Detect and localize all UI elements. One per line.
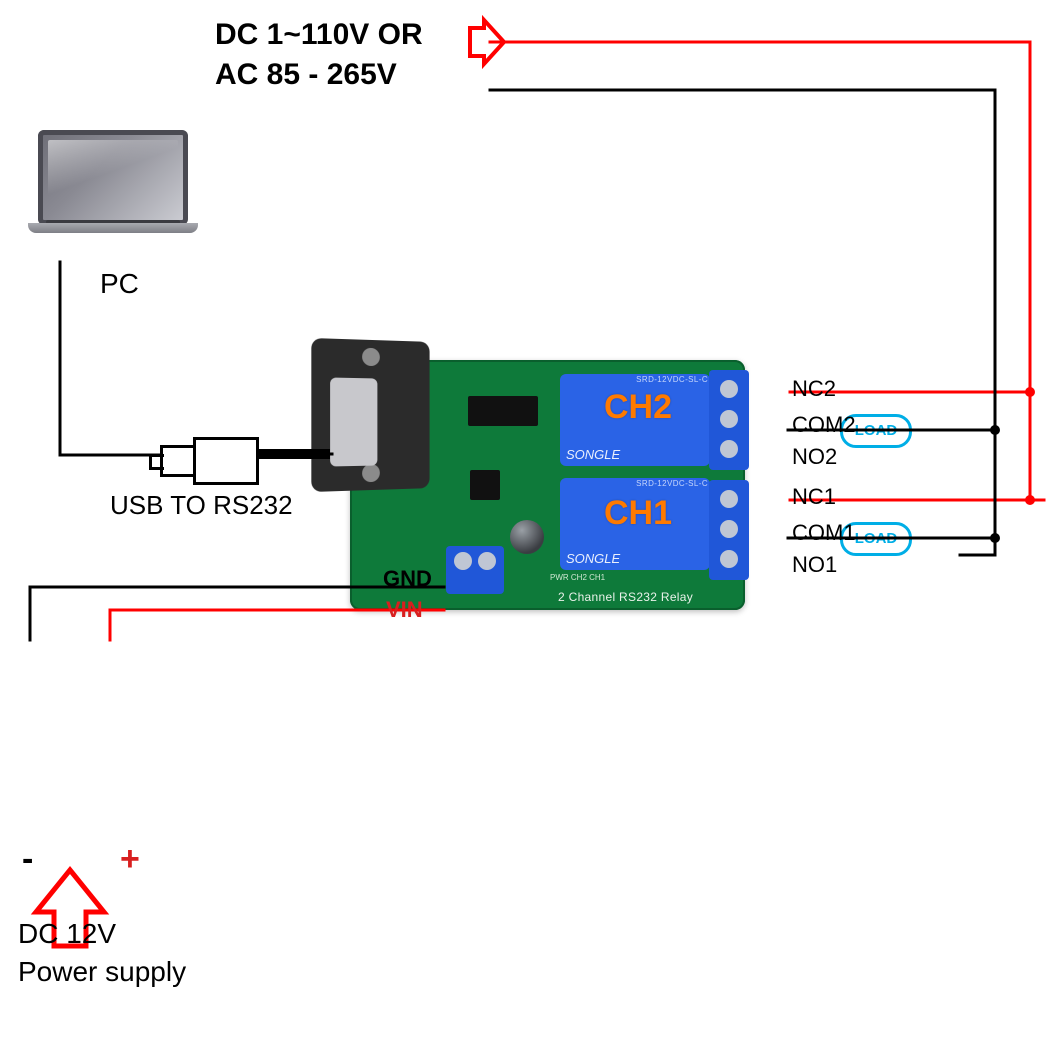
nc1-label: NC1 bbox=[792, 484, 836, 510]
pc-label: PC bbox=[100, 268, 139, 300]
vin-label: VIN bbox=[386, 597, 423, 623]
gnd-label: GND bbox=[383, 566, 432, 592]
no1-label: NO1 bbox=[792, 552, 837, 578]
plus-label: + bbox=[120, 840, 140, 879]
com2-label: COM2 bbox=[792, 412, 856, 438]
com1-label: COM1 bbox=[792, 520, 856, 546]
voltage-line1: DC 1~110V OR bbox=[215, 18, 423, 52]
usb-label: USB TO RS232 bbox=[110, 490, 293, 521]
wiring-layer bbox=[0, 0, 1050, 1050]
no2-label: NO2 bbox=[792, 444, 837, 470]
wiring-diagram: { "canvas": { "w": 1050, "h": 1050, "bg"… bbox=[0, 0, 1050, 1050]
minus-label: - bbox=[22, 840, 33, 879]
power-line1: DC 12V bbox=[18, 918, 116, 950]
nc2-label: NC2 bbox=[792, 376, 836, 402]
voltage-line2: AC 85 - 265V bbox=[215, 58, 397, 92]
power-line2: Power supply bbox=[18, 956, 186, 988]
